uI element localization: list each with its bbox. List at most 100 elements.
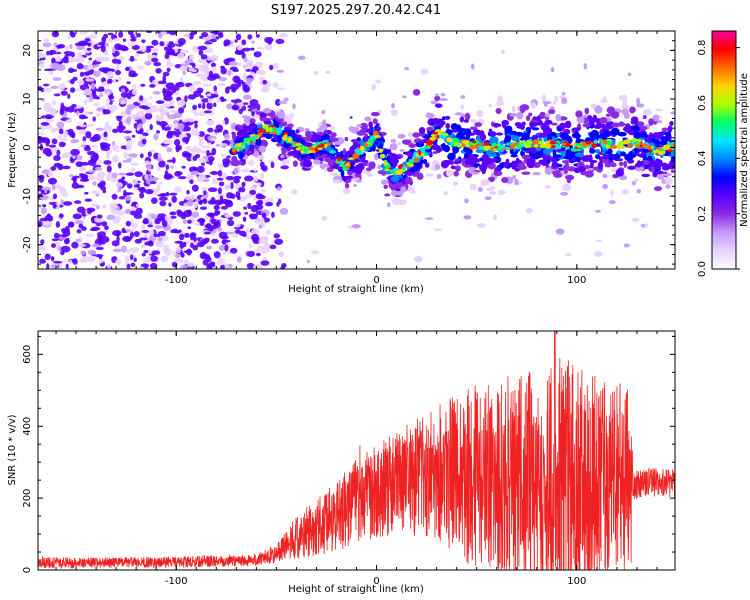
noise-blob — [164, 214, 172, 222]
noise-blob — [116, 59, 122, 65]
noise-blob — [115, 258, 122, 266]
colorbar-tick-label: 0.0 — [697, 261, 708, 277]
noise-blob — [279, 32, 288, 38]
faint-blob — [371, 83, 376, 91]
band-blob — [552, 154, 562, 159]
band-blob — [621, 103, 630, 110]
noise-blob — [193, 236, 197, 243]
noise-blob — [141, 118, 147, 124]
band-blob — [515, 157, 520, 164]
band-blob — [544, 167, 553, 175]
band-blob — [542, 156, 548, 164]
noise-blob — [39, 63, 45, 68]
band-blob — [356, 123, 362, 128]
noise-blob — [91, 243, 100, 248]
band-blob — [618, 161, 624, 167]
noise-blob — [213, 204, 220, 211]
noise-blob — [247, 202, 252, 210]
noise-blob — [88, 174, 95, 181]
noise-blob — [244, 64, 250, 68]
noise-blob — [165, 82, 175, 89]
noise-blob — [125, 116, 132, 124]
noise-blob — [173, 258, 183, 263]
y-tick-label: 600 — [22, 345, 33, 364]
noise-blob — [66, 106, 75, 113]
noise-blob — [190, 131, 201, 136]
noise-blob — [227, 69, 232, 76]
faint-blob — [353, 183, 357, 187]
noise-blob — [257, 182, 262, 187]
noise-blob — [211, 147, 217, 155]
band-blob — [594, 105, 603, 114]
noise-blob — [270, 161, 275, 169]
noise-blob — [83, 88, 93, 96]
noise-blob — [251, 110, 255, 117]
noise-blob — [111, 58, 119, 64]
noise-blob — [38, 174, 45, 180]
band-blob — [516, 124, 525, 129]
noise-blob — [159, 108, 169, 115]
noise-blob — [234, 229, 242, 234]
noise-blob — [151, 109, 160, 113]
colorbar-ticks: 0.0 0.2 0.4 0.6 0.8 — [697, 40, 740, 277]
band-blob — [536, 153, 542, 159]
noise-blob — [200, 54, 208, 60]
noise-blob — [91, 190, 100, 195]
noise-blob — [142, 257, 152, 263]
band-blob — [237, 161, 244, 165]
ridge-blob — [372, 130, 379, 137]
band-blob — [635, 166, 644, 172]
noise-blob — [134, 238, 143, 244]
noise-blob — [155, 67, 162, 74]
band-blob — [384, 193, 391, 197]
band-blob — [520, 106, 526, 114]
ridge-blob — [283, 134, 288, 138]
noise-blob — [117, 188, 122, 193]
noise-blob — [202, 83, 212, 87]
band-blob — [623, 126, 631, 132]
faint-blob — [555, 228, 565, 235]
noise-blob — [177, 37, 186, 45]
ridge-blob — [461, 140, 468, 144]
noise-blob — [139, 237, 148, 241]
noise-blob — [51, 62, 60, 70]
noise-blob — [218, 83, 225, 87]
noise-blob — [70, 87, 76, 93]
noise-blob — [108, 104, 118, 112]
faint-blob — [608, 200, 616, 205]
noise-blob — [189, 179, 194, 185]
band-blob — [594, 148, 601, 154]
noise-blob — [122, 159, 132, 163]
band-blob — [560, 133, 570, 140]
noise-blob — [79, 173, 84, 177]
ridge-blob — [345, 165, 350, 169]
noise-blob — [83, 82, 89, 86]
ridge-blob — [453, 142, 459, 146]
band-blob — [571, 127, 581, 131]
band-blob — [289, 112, 295, 119]
y-tick-label: 400 — [22, 417, 33, 436]
noise-blob — [150, 149, 155, 153]
noise-blob — [161, 220, 168, 228]
noise-blob — [253, 248, 262, 253]
ridge-blob — [395, 170, 403, 175]
noise-blob — [183, 152, 193, 157]
ridge-blob — [526, 140, 533, 146]
noise-blob — [245, 68, 251, 72]
noise-blob — [160, 255, 169, 263]
faint-blob — [349, 116, 353, 119]
noise-blob — [238, 196, 247, 202]
band-blob — [265, 119, 272, 125]
band-blob — [399, 178, 407, 183]
noise-blob — [217, 162, 224, 170]
noise-blob — [224, 186, 229, 190]
noise-blob — [198, 135, 205, 141]
noise-blob — [236, 44, 243, 51]
noise-blob — [213, 90, 218, 95]
noise-blob — [125, 172, 135, 176]
noise-blob — [230, 83, 239, 91]
noise-blob — [166, 67, 171, 73]
band-blob — [525, 115, 531, 122]
noise-blob — [281, 262, 287, 269]
noise-blob — [260, 172, 265, 179]
